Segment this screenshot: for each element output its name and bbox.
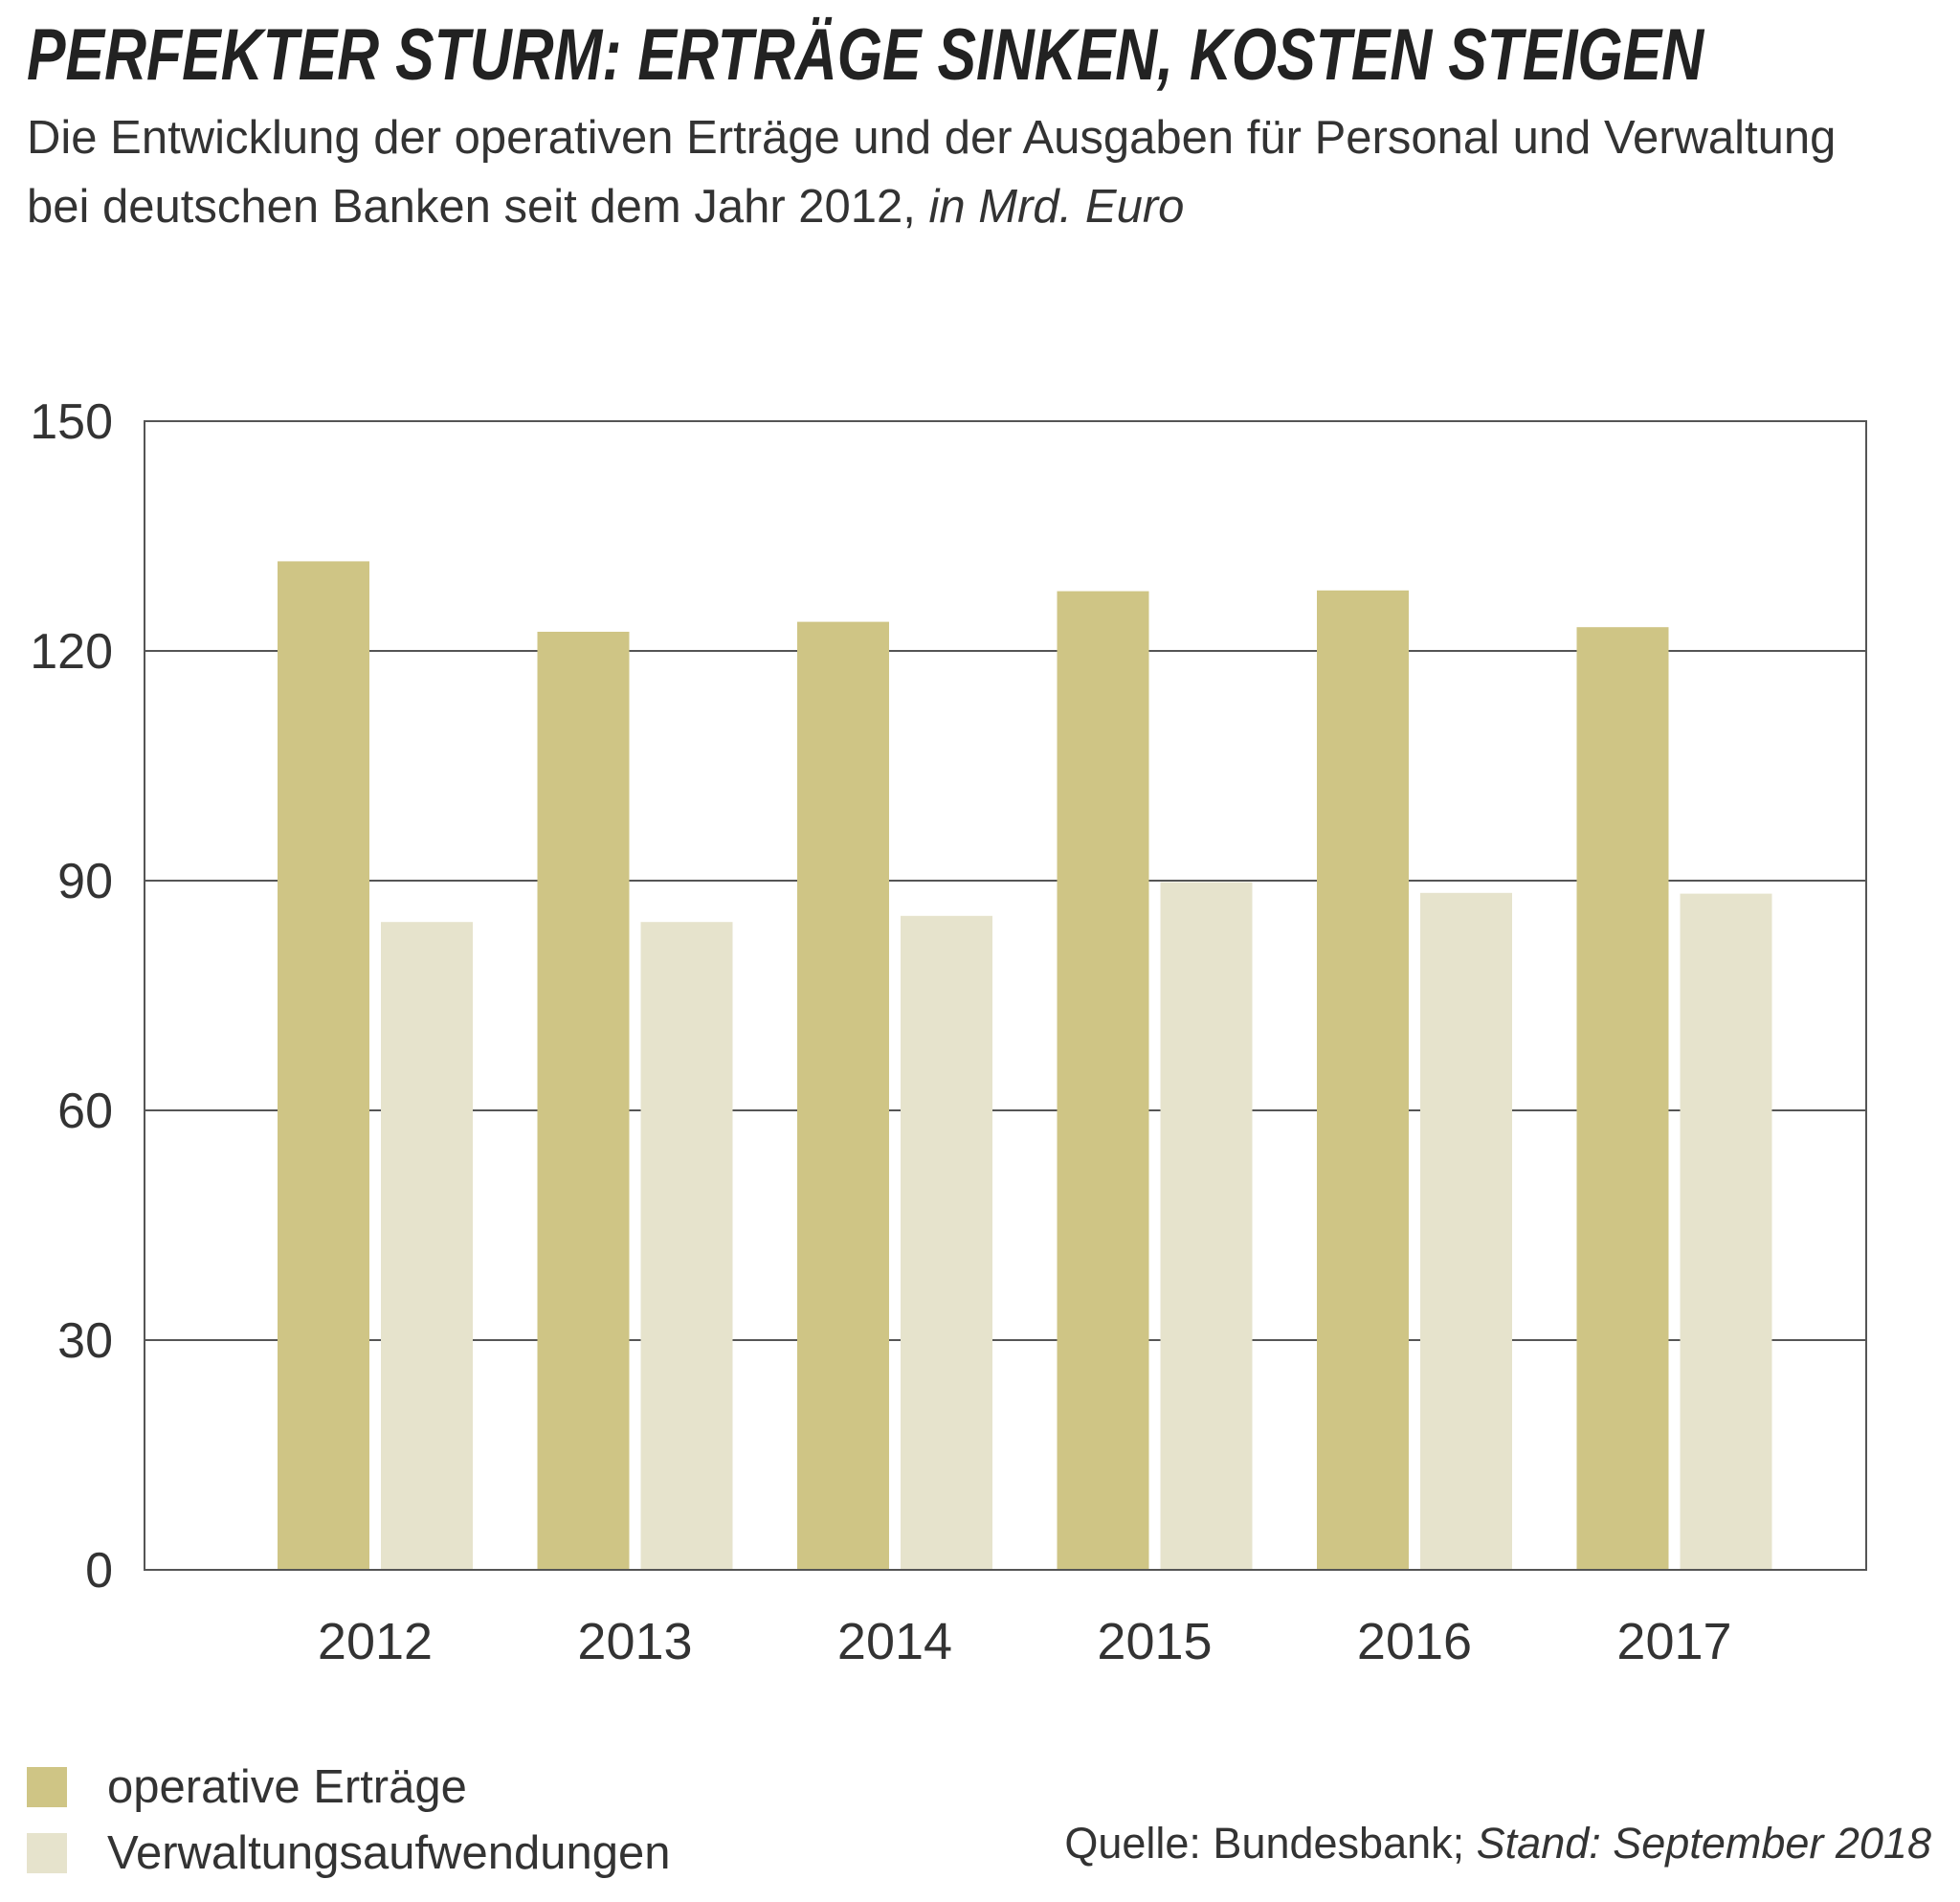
bar-verwaltung <box>1160 882 1253 1570</box>
x-tick-label: 2015 <box>1097 1613 1212 1670</box>
legend-item-verwaltung: Verwaltungsaufwendungen <box>27 1823 670 1884</box>
y-tick-label: 90 <box>57 854 113 909</box>
legend-label-ertraege: operative Erträge <box>107 1761 467 1813</box>
subtitle-text: Die Entwicklung der operativen Erträge u… <box>27 112 1837 233</box>
chart-subtitle: Die Entwicklung der operativen Erträge u… <box>27 103 1845 241</box>
x-tick-label: 2012 <box>318 1613 433 1670</box>
bar-ertraege <box>1576 627 1669 1570</box>
source-note: Quelle: Bundesbank; Stand: September 201… <box>1064 1819 1931 1868</box>
x-tick-label: 2016 <box>1357 1613 1472 1670</box>
bar-ertraege <box>537 632 630 1570</box>
legend-item-ertraege: operative Erträge <box>27 1757 467 1818</box>
bar-verwaltung <box>1680 893 1772 1570</box>
legend-label-verwaltung: Verwaltungsaufwendungen <box>107 1827 671 1879</box>
y-tick-label: 30 <box>57 1313 113 1369</box>
y-tick-label: 120 <box>30 624 113 680</box>
bar-verwaltung <box>381 922 473 1570</box>
plot-frame <box>144 420 1867 1571</box>
bar-ertraege <box>1057 591 1149 1570</box>
bar-verwaltung <box>1420 892 1512 1570</box>
x-tick-label: 2017 <box>1616 1613 1731 1670</box>
bar-ertraege <box>1317 590 1409 1570</box>
bar-verwaltung <box>901 915 992 1570</box>
source-label: Quelle: Bundesbank; <box>1064 1819 1465 1868</box>
source-date: Stand: September 2018 <box>1476 1819 1931 1868</box>
bar-ertraege <box>797 621 889 1570</box>
x-tick-label: 2014 <box>837 1613 952 1670</box>
bar-ertraege <box>278 561 369 1570</box>
unit-note: in Mrd. Euro <box>928 181 1185 233</box>
chart-title: PERFEKTER STURM: ERTRÄGE SINKEN, KOSTEN … <box>27 14 1704 96</box>
x-tick-label: 2013 <box>577 1613 692 1670</box>
legend-swatch-ertraege <box>27 1767 67 1807</box>
y-tick-label: 60 <box>57 1084 113 1139</box>
y-tick-label: 0 <box>85 1543 113 1599</box>
bar-verwaltung <box>640 922 733 1570</box>
legend-swatch-verwaltung <box>27 1833 67 1873</box>
y-tick-label: 150 <box>30 394 113 450</box>
